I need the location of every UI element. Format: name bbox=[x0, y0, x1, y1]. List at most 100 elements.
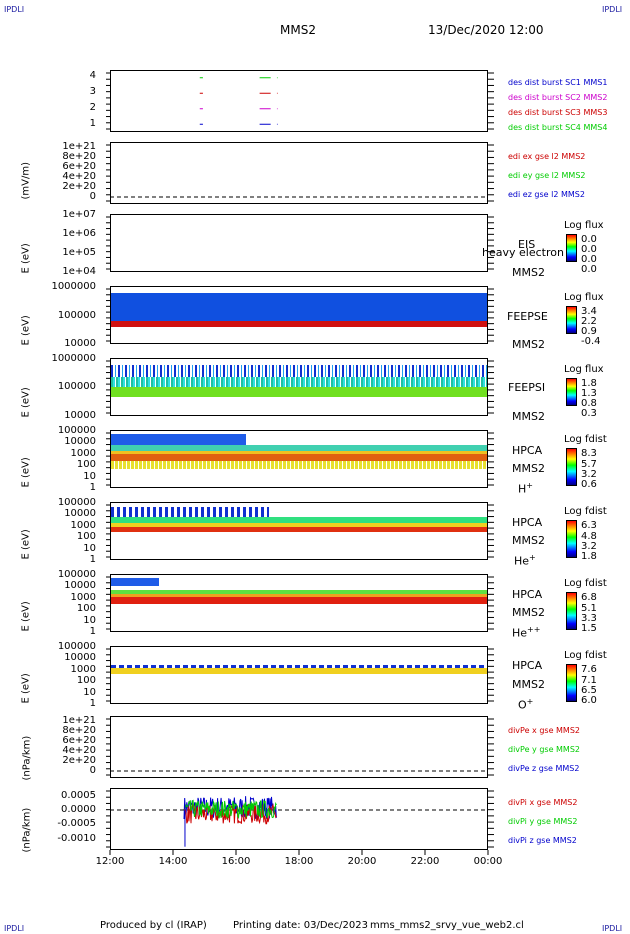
corner-mark-top-right: IPDLI bbox=[602, 5, 623, 14]
ytick-hpca-hepp-2: 1000 bbox=[70, 592, 96, 603]
feepse-band-blue bbox=[111, 293, 487, 321]
species-h-name: H bbox=[518, 482, 527, 496]
ytick-divpe-5: 0 bbox=[89, 765, 96, 776]
datetime-title: 13/Dec/2020 12:00 bbox=[428, 23, 544, 37]
ytick-hpca-he-2: 1000 bbox=[70, 520, 96, 531]
ytick-hpca-he-3: 100 bbox=[76, 531, 96, 542]
corner-mark-bottom-right: IPDLI bbox=[602, 924, 623, 933]
ytick-hpca-he-5: 1 bbox=[89, 554, 96, 565]
hpca-h-band-lowyellow bbox=[111, 461, 487, 469]
xtick-2: 16:00 bbox=[221, 856, 251, 867]
legend-divpe-x: divPe x gse MMS2 bbox=[508, 726, 580, 735]
hpca-h-band-cyan bbox=[111, 445, 487, 453]
ytick-hpca-o-4: 10 bbox=[83, 687, 96, 698]
instrument-hpca-he: HPCA bbox=[512, 516, 543, 529]
panel-feepsi bbox=[110, 358, 488, 416]
cbar-tick-hpca-h-1: 5.7 bbox=[581, 459, 597, 470]
ytick-hpca-h-5: 1 bbox=[89, 482, 96, 493]
legend-divpe-y: divPe y gse MMS2 bbox=[508, 745, 580, 754]
ytick-eis-3: 1e+04 bbox=[62, 266, 96, 277]
legend-divpi-x: divPi x gse MMS2 bbox=[508, 798, 578, 807]
ytick-feepsi-1: 100000 bbox=[57, 381, 96, 392]
instrument-hpca-h: HPCA bbox=[512, 444, 543, 457]
species-o-charge: + bbox=[526, 697, 534, 706]
ytick-hpca-hepp-4: 10 bbox=[83, 615, 96, 626]
species-hepp-charge: ++ bbox=[527, 625, 541, 634]
species-hpca-o: O+ bbox=[518, 697, 533, 712]
hpca-h-band-yellow bbox=[111, 451, 487, 455]
ytick-divpi-2: -0.0005 bbox=[57, 818, 96, 829]
ytick-hpca-o-1: 10000 bbox=[64, 652, 96, 663]
cbar-title-hpca-hepp: Log fdist bbox=[564, 578, 607, 589]
species-o-name: O bbox=[518, 698, 527, 712]
cbar-title-feepse: Log flux bbox=[564, 292, 604, 303]
cbar-tick-feepsi-2: 0.8 bbox=[581, 398, 597, 409]
cbar-tick-hpca-he-1: 4.8 bbox=[581, 531, 597, 542]
legend-sc1: des dist burst SC1 MMS1 bbox=[508, 78, 608, 87]
legend-edi-ex: edi ex gse l2 MMS2 bbox=[508, 152, 586, 161]
xtick-3: 18:00 bbox=[284, 856, 314, 867]
ytick-divpe-1: 8e+20 bbox=[62, 725, 96, 736]
hpca-he-band-green bbox=[111, 517, 487, 523]
species-he-charge: + bbox=[529, 553, 536, 562]
ytick-hpca-hepp-1: 10000 bbox=[64, 580, 96, 591]
hpca-hepp-band-blue bbox=[111, 578, 159, 586]
ytick-hpca-h-3: 100 bbox=[76, 459, 96, 470]
panel-divpe bbox=[110, 716, 488, 778]
species-hpca-hepp: He++ bbox=[512, 625, 540, 640]
instrument-hpca-hepp: HPCA bbox=[512, 588, 543, 601]
legend-divpi-y: divPi y gse MMS2 bbox=[508, 817, 578, 826]
hpca-h-band-orange bbox=[111, 454, 487, 461]
cbar-title-eis: Log flux bbox=[564, 220, 604, 231]
spacecraft-hpca-he: MMS2 bbox=[512, 534, 545, 547]
legend-edi-ez: edi ez gse l2 MMS2 bbox=[508, 190, 585, 199]
ytick-hpca-hepp-0: 100000 bbox=[57, 569, 96, 580]
spacecraft-feepsi: MMS2 bbox=[512, 410, 545, 423]
instrument-eis: EIS bbox=[518, 238, 536, 251]
legend-sc4: des dist burst SC4 MMS4 bbox=[508, 123, 608, 132]
cbar-tick-hpca-o-0: 7.6 bbox=[581, 664, 597, 675]
cbar-tick-hpca-hepp-0: 6.8 bbox=[581, 592, 597, 603]
colorbar-eis bbox=[566, 234, 577, 262]
species-hepp-name: He bbox=[512, 626, 528, 640]
cbar-tick-hpca-he-2: 3.2 bbox=[581, 541, 597, 552]
ytick-feepse-2: 10000 bbox=[64, 338, 96, 349]
ytick-divpi-3: -0.0010 bbox=[57, 833, 96, 844]
hpca-he-band-yellow bbox=[111, 523, 487, 527]
cbar-title-hpca-o: Log fdist bbox=[564, 650, 607, 661]
hpca-hepp-band-red bbox=[111, 597, 487, 604]
cbar-tick-hpca-o-2: 6.5 bbox=[581, 685, 597, 696]
panel-divpi bbox=[110, 788, 488, 850]
ytick-hpca-he-0: 100000 bbox=[57, 497, 96, 508]
hpca-hepp-band-orange bbox=[111, 594, 487, 598]
colorbar-feepsi bbox=[566, 378, 577, 406]
ytick-feepsi-2: 10000 bbox=[64, 410, 96, 421]
ytick-burst-1: 1 bbox=[89, 118, 96, 129]
spacecraft-hpca-h: MMS2 bbox=[512, 462, 545, 475]
footer-produced-by: Produced by cl (IRAP) bbox=[100, 920, 207, 931]
xtick-0: 12:00 bbox=[95, 856, 125, 867]
legend-divpe-z: divPe z gse MMS2 bbox=[508, 764, 580, 773]
ytick-hpca-h-2: 1000 bbox=[70, 448, 96, 459]
cbar-tick-hpca-he-3: 1.8 bbox=[581, 551, 597, 562]
cbar-tick-feepsi-1: 1.3 bbox=[581, 388, 597, 399]
ytick-hpca-hepp-3: 100 bbox=[76, 603, 96, 614]
spacecraft-hpca-o: MMS2 bbox=[512, 678, 545, 691]
ytick-hpca-hepp-5: 1 bbox=[89, 626, 96, 637]
cbar-tick-hpca-o-1: 7.1 bbox=[581, 675, 597, 686]
ytick-divpe-0: 1e+21 bbox=[62, 715, 96, 726]
colorbar-hpca-he bbox=[566, 520, 577, 558]
cbar-title-hpca-h: Log fdist bbox=[564, 434, 607, 445]
cbar-tick-eis-0: 0.0 bbox=[581, 234, 597, 245]
colorbar-hpca-h bbox=[566, 448, 577, 486]
species-hpca-he: He+ bbox=[514, 553, 536, 568]
ytick-hpca-o-3: 100 bbox=[76, 675, 96, 686]
cbar-tick-hpca-o-3: 6.0 bbox=[581, 695, 597, 706]
ytick-hpca-he-4: 10 bbox=[83, 543, 96, 554]
ytick-edi-2: 6e+20 bbox=[62, 161, 96, 172]
ytick-divpi-0: 0.0005 bbox=[61, 790, 96, 801]
hpca-he-band-blue bbox=[111, 507, 269, 517]
cbar-tick-hpca-hepp-2: 3.3 bbox=[581, 613, 597, 624]
cbar-tick-eis-2: 0.0 bbox=[581, 254, 597, 265]
mission-title: MMS2 bbox=[280, 23, 316, 37]
